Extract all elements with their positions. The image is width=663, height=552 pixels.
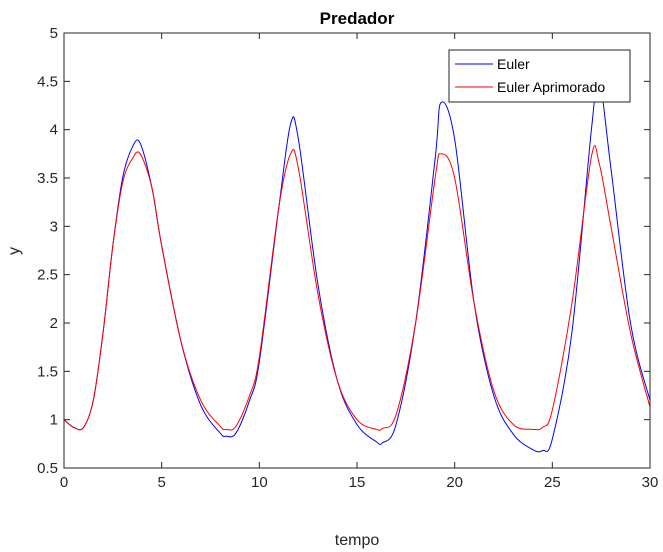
plot-lines (63, 79, 651, 453)
legend-box (448, 49, 631, 103)
x-tick-label: 30 (642, 474, 659, 491)
y-tick-label: 3.5 (37, 170, 58, 187)
y-tick-label: 3 (50, 218, 58, 235)
y-tick-label: 2 (50, 315, 58, 332)
x-tick-label: 10 (251, 474, 268, 491)
series-line-euler-aprimorado (63, 145, 651, 431)
series-line-euler (63, 79, 651, 453)
y-tick-label: 2.5 (37, 267, 58, 284)
y-axis-label: y (6, 247, 23, 255)
legend-label-euler: Euler (497, 56, 530, 72)
y-tick-label: 5 (50, 25, 58, 42)
y-axis: 0.5 1 1.5 2 2.5 3 3.5 4 4.5 5 (37, 25, 650, 477)
legend: Euler Euler Aprimorado (448, 49, 631, 103)
y-tick-label: 1.5 (37, 363, 58, 380)
chart-title: Predador (320, 9, 395, 28)
x-tick-label: 15 (349, 474, 366, 491)
x-axis: 0 5 10 15 20 25 30 (60, 33, 659, 491)
x-axis-label: tempo (335, 532, 380, 549)
legend-label-euler-aprimorado: Euler Aprimorado (497, 79, 605, 95)
x-tick-label: 0 (60, 474, 68, 491)
y-tick-label: 4.5 (37, 73, 58, 90)
y-tick-label: 1 (50, 412, 58, 429)
x-tick-label: 5 (157, 474, 165, 491)
x-tick-label: 20 (446, 474, 463, 491)
x-tick-label: 25 (544, 474, 561, 491)
y-tick-label: 4 (50, 122, 58, 139)
y-tick-label: 0.5 (37, 460, 58, 477)
